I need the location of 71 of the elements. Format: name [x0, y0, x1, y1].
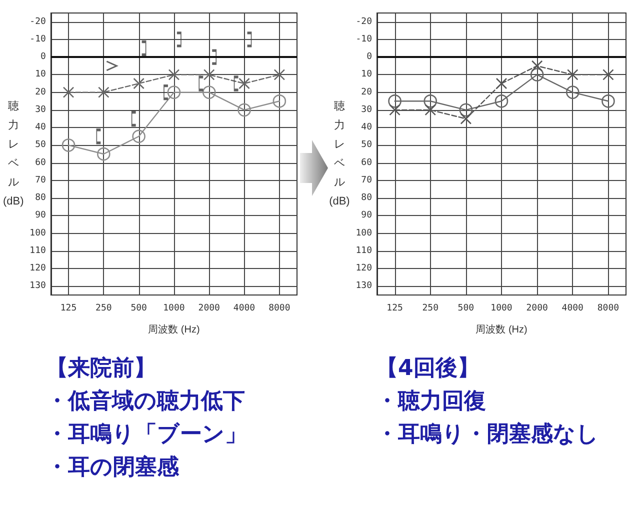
y-tick-label: -10	[30, 34, 46, 44]
y-tick-label: 80	[361, 193, 372, 204]
point	[494, 94, 508, 108]
text: ・耳鳴り「ブーン」	[46, 421, 247, 449]
y-tick-label: -20	[356, 16, 372, 27]
y-tick-label: 70	[35, 175, 46, 186]
y-tick-label: 130	[30, 281, 46, 292]
y-tick-label: 130	[356, 281, 372, 292]
y-tick-label: 0	[366, 52, 372, 62]
y-tick-label: 60	[361, 158, 372, 168]
y-tick-label: 10	[361, 70, 372, 80]
x-axis-title: 周波数 (Hz)	[476, 324, 528, 336]
point	[602, 69, 614, 80]
y-tick-label: 110	[30, 246, 46, 256]
x-tick-label: 250	[422, 304, 438, 314]
point	[531, 60, 543, 72]
point	[460, 113, 472, 124]
y-tick-label: -20	[30, 16, 46, 27]
y-tick-label: 90	[361, 210, 372, 221]
y-tick-label: 100	[30, 228, 46, 238]
x-tick-label: 2000	[198, 304, 220, 314]
y-axis-title: 聴力レベル(dB)	[329, 100, 350, 208]
y-tick-label: 100	[356, 228, 372, 238]
point	[388, 94, 402, 108]
x-tick-label: 4000	[233, 304, 256, 314]
x-tick-label: 1000	[490, 304, 512, 314]
y-tick-label: 50	[35, 140, 46, 150]
point	[459, 103, 473, 117]
y-tick-label: 50	[361, 140, 372, 150]
point	[566, 69, 578, 80]
point	[566, 86, 580, 99]
x-tick-label: 2000	[526, 304, 548, 314]
y-tick-label: 110	[356, 246, 372, 256]
x-tick-label: 8000	[597, 304, 620, 314]
x-tick-label: 250	[96, 304, 112, 314]
y-tick-label: 60	[35, 158, 46, 168]
y-tick-label: 20	[35, 87, 46, 98]
point	[424, 104, 436, 116]
point	[424, 94, 438, 108]
y-tick-label: 30	[361, 104, 372, 115]
x-tick-label: 8000	[268, 304, 290, 314]
y-tick-label: 10	[35, 70, 46, 80]
text: ・低音域の聴力低下	[46, 388, 246, 416]
y-tick-label: 40	[35, 122, 46, 133]
x-axis-title: 周波数 (Hz)	[148, 324, 200, 336]
point	[602, 94, 615, 108]
point	[496, 78, 508, 90]
y-tick-label: 120	[30, 264, 46, 274]
y-tick-label: 90	[35, 210, 46, 221]
text: ・聴力回復	[376, 388, 487, 416]
point	[389, 104, 400, 116]
y-tick-label: 30	[35, 104, 46, 115]
y-tick-label: 0	[40, 52, 46, 62]
x-tick-label: 4000	[562, 304, 584, 314]
y-tick-label: 40	[361, 122, 372, 133]
x-tick-label: 500	[130, 304, 147, 314]
y-tick-label: -10	[356, 34, 372, 44]
y-tick-label: 80	[35, 193, 46, 204]
y-axis-title: 聴力レベル(dB)	[3, 100, 24, 208]
x-tick-label: 1000	[163, 304, 185, 314]
y-tick-label: 120	[356, 264, 372, 274]
text: 【来院前】	[46, 355, 157, 383]
y-tick-label: 20	[361, 87, 372, 98]
x-tick-label: 125	[60, 304, 77, 314]
x-tick-label: 500	[458, 304, 474, 314]
x-tick-label: 125	[386, 304, 403, 314]
point	[530, 68, 544, 82]
text: ・耳の閉塞感	[46, 454, 180, 482]
y-tick-label: 70	[361, 175, 372, 186]
text: ・耳鳴り・閉塞感なし	[376, 421, 599, 449]
text: 【4回後】	[376, 355, 480, 383]
